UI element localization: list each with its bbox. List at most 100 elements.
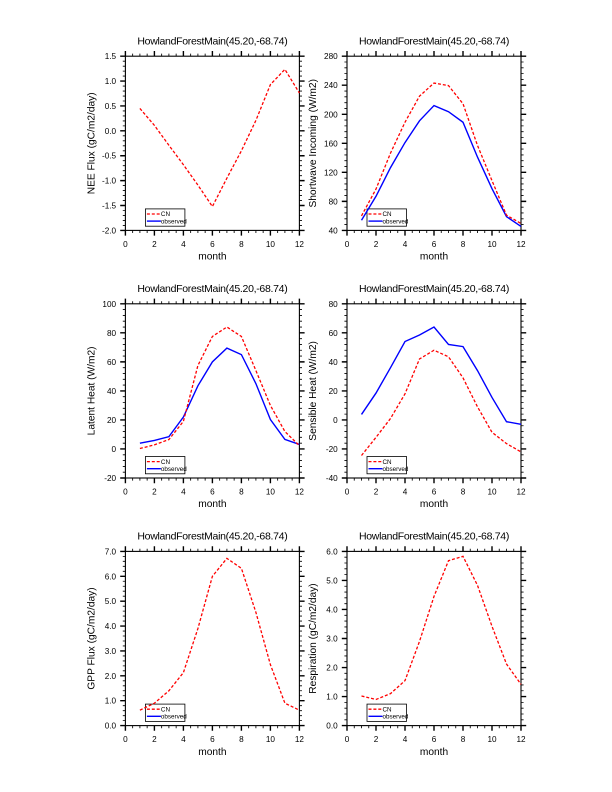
svg-text:CN: CN <box>383 706 393 713</box>
svg-text:Sensible Heat (W/m2): Sensible Heat (W/m2) <box>308 341 319 441</box>
svg-text:-0.5: -0.5 <box>102 152 117 161</box>
svg-text:observed: observed <box>383 714 409 721</box>
svg-text:60: 60 <box>107 358 117 367</box>
svg-text:6: 6 <box>210 735 215 744</box>
svg-text:0: 0 <box>333 416 338 425</box>
svg-text:month: month <box>420 747 448 758</box>
svg-text:7.0: 7.0 <box>105 547 117 556</box>
svg-text:GPP Flux (gC/m2/day): GPP Flux (gC/m2/day) <box>86 587 97 689</box>
svg-text:5.0: 5.0 <box>326 576 338 585</box>
svg-text:80: 80 <box>107 329 117 338</box>
svg-text:10: 10 <box>487 487 497 496</box>
svg-text:40: 40 <box>329 358 339 367</box>
svg-text:month: month <box>198 747 226 758</box>
svg-text:month: month <box>198 252 226 263</box>
svg-text:4: 4 <box>403 240 408 249</box>
svg-text:3.0: 3.0 <box>326 635 338 644</box>
svg-text:0: 0 <box>345 735 350 744</box>
svg-text:1.0: 1.0 <box>105 77 117 86</box>
svg-text:3.0: 3.0 <box>105 647 117 656</box>
svg-text:2: 2 <box>152 240 157 249</box>
svg-text:2: 2 <box>374 240 379 249</box>
svg-text:10: 10 <box>266 487 276 496</box>
svg-text:12: 12 <box>295 735 305 744</box>
svg-text:12: 12 <box>516 240 526 249</box>
svg-text:observed: observed <box>161 218 187 225</box>
svg-text:0: 0 <box>112 445 117 454</box>
svg-text:0.0: 0.0 <box>326 722 338 731</box>
svg-text:0: 0 <box>123 487 128 496</box>
svg-text:12: 12 <box>295 240 305 249</box>
svg-text:observed: observed <box>383 466 409 473</box>
svg-text:HowlandForestMain(45.20,-68.74: HowlandForestMain(45.20,-68.74) <box>359 36 509 48</box>
svg-text:NEE Flux (gC/m2/day): NEE Flux (gC/m2/day) <box>86 92 97 194</box>
svg-text:4: 4 <box>181 487 186 496</box>
svg-text:-1.0: -1.0 <box>102 177 117 186</box>
svg-text:1.0: 1.0 <box>326 693 338 702</box>
svg-text:4.0: 4.0 <box>326 606 338 615</box>
svg-text:HowlandForestMain(45.20,-68.74: HowlandForestMain(45.20,-68.74) <box>137 36 287 48</box>
svg-text:0.0: 0.0 <box>105 127 117 136</box>
svg-text:-2.0: -2.0 <box>102 226 117 235</box>
svg-text:8: 8 <box>239 240 244 249</box>
svg-text:10: 10 <box>266 240 276 249</box>
svg-text:6: 6 <box>432 735 437 744</box>
svg-text:0: 0 <box>345 487 350 496</box>
svg-text:2.0: 2.0 <box>105 672 117 681</box>
svg-text:month: month <box>198 499 226 510</box>
svg-text:8: 8 <box>461 487 466 496</box>
svg-text:1.0: 1.0 <box>105 697 117 706</box>
svg-text:280: 280 <box>324 52 338 61</box>
svg-text:HowlandForestMain(45.20,-68.74: HowlandForestMain(45.20,-68.74) <box>359 531 509 543</box>
svg-text:10: 10 <box>266 735 276 744</box>
svg-text:6: 6 <box>432 487 437 496</box>
svg-text:4.0: 4.0 <box>105 622 117 631</box>
svg-text:0.0: 0.0 <box>105 722 117 731</box>
svg-text:-40: -40 <box>326 474 338 483</box>
svg-text:HowlandForestMain(45.20,-68.74: HowlandForestMain(45.20,-68.74) <box>137 283 287 295</box>
svg-text:CN: CN <box>383 459 393 466</box>
svg-text:CN: CN <box>383 211 393 218</box>
svg-text:-1.5: -1.5 <box>102 202 117 211</box>
svg-text:8: 8 <box>239 735 244 744</box>
svg-text:6: 6 <box>210 487 215 496</box>
svg-text:Latent Heat (W/m2): Latent Heat (W/m2) <box>86 346 97 435</box>
svg-text:10: 10 <box>487 240 497 249</box>
svg-text:HowlandForestMain(45.20,-68.74: HowlandForestMain(45.20,-68.74) <box>359 283 509 295</box>
svg-text:CN: CN <box>161 211 171 218</box>
svg-text:6: 6 <box>432 240 437 249</box>
svg-text:240: 240 <box>324 81 338 90</box>
svg-text:HowlandForestMain(45.20,-68.74: HowlandForestMain(45.20,-68.74) <box>137 531 287 543</box>
svg-text:2: 2 <box>152 735 157 744</box>
svg-text:1.5: 1.5 <box>105 52 117 61</box>
svg-text:80: 80 <box>329 197 339 206</box>
svg-text:observed: observed <box>383 218 409 225</box>
svg-text:12: 12 <box>295 487 305 496</box>
svg-text:Shortwave Incoming (W/m2): Shortwave Incoming (W/m2) <box>308 79 319 208</box>
svg-text:2: 2 <box>374 487 379 496</box>
svg-text:6.0: 6.0 <box>326 547 338 556</box>
svg-text:20: 20 <box>107 416 117 425</box>
svg-text:2: 2 <box>374 735 379 744</box>
svg-text:12: 12 <box>516 487 526 496</box>
svg-text:observed: observed <box>161 714 187 721</box>
svg-text:6: 6 <box>210 240 215 249</box>
svg-text:40: 40 <box>107 387 117 396</box>
svg-text:4: 4 <box>181 240 186 249</box>
svg-text:2.0: 2.0 <box>326 664 338 673</box>
svg-text:40: 40 <box>329 226 339 235</box>
svg-text:12: 12 <box>516 735 526 744</box>
svg-text:4: 4 <box>181 735 186 744</box>
svg-text:8: 8 <box>461 735 466 744</box>
svg-text:0: 0 <box>345 240 350 249</box>
svg-text:100: 100 <box>102 300 116 309</box>
svg-text:Respiration (gC/m2/day): Respiration (gC/m2/day) <box>308 583 319 693</box>
svg-text:160: 160 <box>324 139 338 148</box>
svg-text:80: 80 <box>329 300 339 309</box>
svg-text:8: 8 <box>239 487 244 496</box>
svg-text:0: 0 <box>123 735 128 744</box>
svg-text:6.0: 6.0 <box>105 572 117 581</box>
svg-text:-20: -20 <box>326 445 338 454</box>
svg-text:CN: CN <box>161 459 171 466</box>
svg-text:4: 4 <box>403 487 408 496</box>
